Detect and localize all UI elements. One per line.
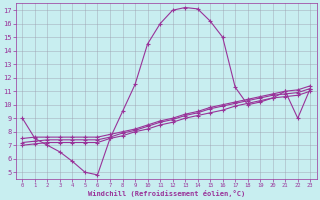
X-axis label: Windchill (Refroidissement éolien,°C): Windchill (Refroidissement éolien,°C) — [88, 190, 245, 197]
